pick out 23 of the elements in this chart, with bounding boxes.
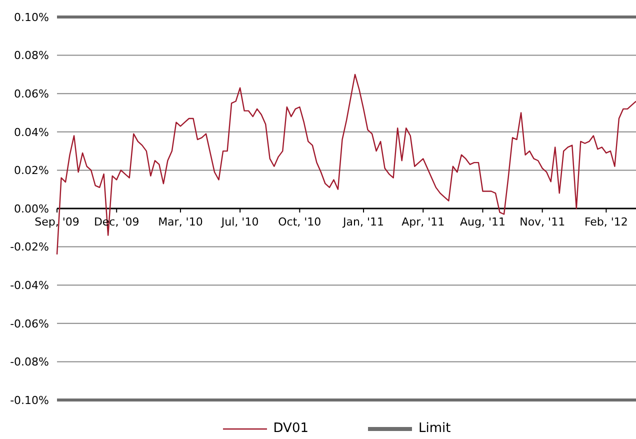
line-series [56,74,636,256]
y-tick-label: -0.10% [10,394,49,407]
x-tick-label: Jan, '11 [342,216,384,228]
y-tick-label: -0.06% [10,317,49,330]
x-tick-label: Apr, '11 [402,216,445,228]
y-tick-label: 0.06% [14,88,49,101]
x-tick-label: Sep, '09 [34,216,80,228]
x-tick-label: Mar, '10 [158,216,203,228]
legend-label: Limit [418,421,451,436]
x-tick-label: Nov, '11 [520,216,566,228]
y-tick-label: 0.00% [14,202,49,216]
y-tick-label: 0.08% [14,49,49,62]
y-tick-label: -0.02% [10,240,49,254]
x-tick-label: Feb, '12 [584,216,628,228]
y-tick-label: 0.10% [14,10,49,24]
x-tick-label: Jul, '10 [220,216,259,228]
y-tick-label: 0.02% [14,164,49,178]
y-tick-label: -0.04% [10,279,49,292]
x-tick-label: Oct, '10 [278,216,322,228]
x-tick-label: Aug, '11 [460,216,506,228]
legend-label: DV01 [273,421,308,436]
y-tick-label: 0.04% [14,126,49,139]
y-tick-label: -0.08% [10,356,49,369]
